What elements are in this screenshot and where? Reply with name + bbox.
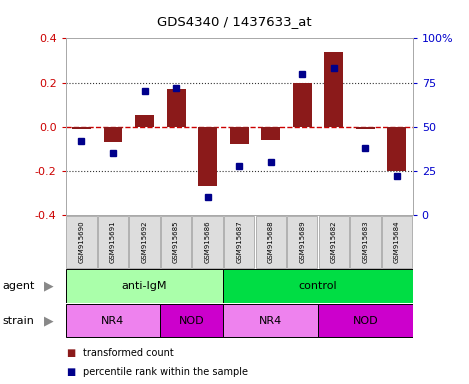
- Bar: [192, 216, 223, 268]
- Bar: [135, 114, 154, 127]
- Text: control: control: [299, 281, 337, 291]
- Text: GSM915687: GSM915687: [236, 220, 242, 263]
- Text: agent: agent: [2, 281, 35, 291]
- Text: GSM915691: GSM915691: [110, 220, 116, 263]
- Text: ▶: ▶: [44, 280, 53, 293]
- Bar: [223, 304, 318, 337]
- Bar: [72, 127, 91, 129]
- Bar: [198, 127, 217, 186]
- Bar: [66, 270, 223, 303]
- Bar: [325, 51, 343, 127]
- Text: ▶: ▶: [44, 314, 53, 327]
- Text: GSM915686: GSM915686: [204, 220, 211, 263]
- Bar: [293, 83, 312, 127]
- Bar: [223, 270, 413, 303]
- Bar: [382, 216, 412, 268]
- Bar: [161, 216, 191, 268]
- Bar: [287, 216, 318, 268]
- Bar: [224, 216, 254, 268]
- Text: NR4: NR4: [101, 316, 125, 326]
- Bar: [104, 127, 122, 142]
- Text: percentile rank within the sample: percentile rank within the sample: [83, 367, 249, 377]
- Text: ■: ■: [66, 367, 75, 377]
- Bar: [261, 127, 280, 140]
- Text: NOD: NOD: [179, 316, 204, 326]
- Bar: [356, 127, 375, 129]
- Bar: [129, 216, 159, 268]
- Text: anti-IgM: anti-IgM: [122, 281, 167, 291]
- Bar: [256, 216, 286, 268]
- Bar: [66, 304, 160, 337]
- Bar: [66, 216, 97, 268]
- Bar: [350, 216, 380, 268]
- Text: GSM915685: GSM915685: [173, 221, 179, 263]
- Bar: [166, 89, 186, 127]
- Text: NR4: NR4: [259, 316, 282, 326]
- Bar: [318, 304, 413, 337]
- Text: GSM915692: GSM915692: [142, 221, 148, 263]
- Bar: [230, 127, 249, 144]
- Text: GSM915684: GSM915684: [394, 221, 400, 263]
- Text: GSM915689: GSM915689: [299, 220, 305, 263]
- Text: ■: ■: [66, 348, 75, 358]
- Text: GSM915688: GSM915688: [268, 220, 274, 263]
- Text: NOD: NOD: [353, 316, 378, 326]
- Text: GDS4340 / 1437633_at: GDS4340 / 1437633_at: [157, 15, 312, 28]
- Bar: [319, 216, 349, 268]
- Text: transformed count: transformed count: [83, 348, 174, 358]
- Bar: [160, 304, 223, 337]
- Text: GSM915690: GSM915690: [78, 220, 84, 263]
- Text: GSM915683: GSM915683: [363, 220, 368, 263]
- Text: GSM915682: GSM915682: [331, 221, 337, 263]
- Text: strain: strain: [2, 316, 34, 326]
- Bar: [387, 127, 407, 171]
- Bar: [98, 216, 128, 268]
